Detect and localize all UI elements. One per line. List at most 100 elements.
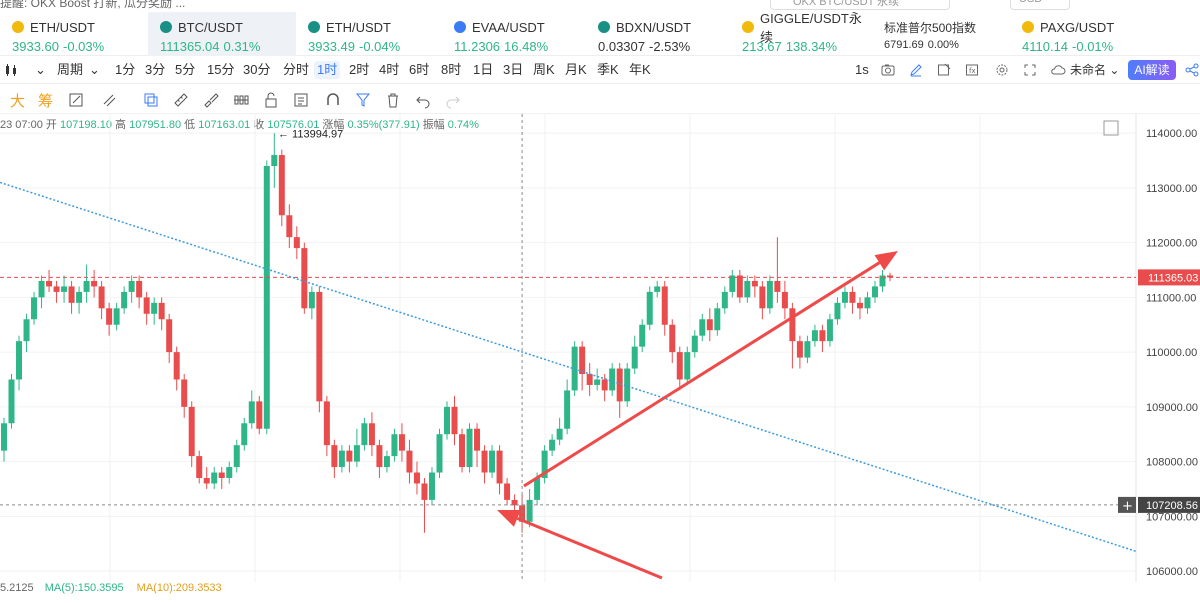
cloud-icon[interactable]	[1050, 62, 1066, 78]
crosshair-add-button[interactable]	[1118, 496, 1136, 513]
period-select[interactable]: 周期	[57, 62, 84, 77]
candle-body	[496, 450, 503, 484]
ticker-change: -0.03%	[63, 39, 105, 54]
collapse-icon[interactable]	[100, 91, 118, 109]
ticker-tab-6[interactable]: 标准普尔500指数 6791.69 0.00%	[872, 12, 1010, 56]
coin-icon	[598, 21, 610, 33]
candle-body	[526, 499, 533, 522]
lock-icon[interactable]	[262, 91, 280, 109]
timeframe-12[interactable]: 3日	[503, 62, 524, 77]
layout-name-select[interactable]: 未命名 ⌄	[1070, 63, 1120, 77]
fullscreen-icon[interactable]	[1022, 62, 1038, 78]
candle-body	[504, 483, 511, 500]
magnet-icon[interactable]	[324, 91, 342, 109]
candle-body	[699, 319, 706, 336]
layers-icon[interactable]	[142, 91, 160, 109]
ai-analysis-button[interactable]: AI解读	[1128, 60, 1176, 80]
trendline[interactable]	[0, 181, 1137, 553]
ticker-tab-1[interactable]: BTC/USDT 111365.04 0.31%	[148, 12, 296, 56]
candle-body	[774, 280, 781, 292]
timeframe-15[interactable]: 季K	[597, 62, 619, 77]
candle-body	[218, 472, 225, 478]
ticker-tab-2[interactable]: ETH/USDT 3933.49 -0.04%	[296, 12, 442, 56]
timeframe-9[interactable]: 6时	[409, 62, 430, 77]
filter-icon[interactable]	[354, 91, 372, 109]
candle-body	[631, 346, 638, 369]
chevron-down-icon[interactable]: ⌄	[89, 62, 100, 77]
chevron-down-icon[interactable]: ⌄	[35, 62, 46, 77]
camera-icon[interactable]	[880, 62, 896, 78]
candle-body	[887, 275, 893, 278]
candle-body	[811, 330, 818, 342]
timeframe-11[interactable]: 1日	[473, 62, 494, 77]
candle-body	[196, 456, 203, 478]
timeframe-13[interactable]: 周K	[533, 62, 555, 77]
timeframe-16[interactable]: 年K	[629, 62, 651, 77]
refresh-interval[interactable]: 1s	[855, 62, 869, 77]
currency-select[interactable]: USD	[1010, 0, 1070, 10]
candle-body	[466, 428, 473, 468]
open-label: 开	[45, 119, 57, 131]
edit-pen-icon[interactable]	[908, 62, 924, 78]
price-tick-label: 111000.00	[1146, 292, 1196, 304]
redo-icon[interactable]	[444, 91, 462, 109]
text-note-icon[interactable]	[292, 91, 310, 109]
ticker-symbol: BDXN/USDT	[598, 18, 730, 36]
candle-body	[451, 406, 458, 435]
candle-body	[541, 450, 548, 478]
ticker-tab-5[interactable]: GIGGLE/USDT永续 213.67 138.34%	[730, 11, 872, 56]
timeframe-1[interactable]: 3分	[145, 62, 166, 77]
candle-body	[173, 352, 180, 380]
candle-body	[316, 291, 323, 402]
pattern-icon[interactable]	[232, 91, 250, 109]
timeframe-3[interactable]: 15分	[207, 62, 235, 77]
big-order-button[interactable]: 大	[10, 93, 26, 110]
price-tick-label: 112000.00	[1146, 238, 1197, 250]
timeframe-14[interactable]: 月K	[565, 62, 587, 77]
search-input[interactable]: OKX BTC/USDT 永续	[770, 0, 950, 10]
note-icon[interactable]	[936, 62, 952, 78]
timeframe-7[interactable]: 2时	[349, 62, 370, 77]
candle-body	[428, 472, 435, 500]
candle-body	[211, 472, 218, 484]
share-icon[interactable]	[1184, 62, 1200, 78]
brush-icon[interactable]	[202, 91, 220, 109]
candle-body	[293, 237, 300, 249]
indicator-icon[interactable]: fx	[964, 62, 980, 78]
trash-icon[interactable]	[384, 91, 402, 109]
ruler-icon[interactable]	[172, 91, 190, 109]
timeframe-10[interactable]: 8时	[441, 62, 462, 77]
ticker-tab-3[interactable]: EVAA/USDT 11.2306 16.48%	[442, 12, 586, 56]
ticker-symbol: ETH/USDT	[12, 18, 148, 36]
ticker-tab-0[interactable]: ETH/USDT 3933.60 -0.03%	[0, 12, 148, 56]
candle-body	[646, 291, 653, 325]
timeframe-6[interactable]: 1时	[314, 61, 341, 79]
compare-icon[interactable]	[68, 91, 86, 109]
drawing-toolbar: 大 筹	[0, 84, 1200, 114]
expand-icon[interactable]	[1103, 120, 1119, 136]
timeframe-5[interactable]: 分时	[283, 62, 310, 77]
timeframe-0[interactable]: 1分	[115, 62, 136, 77]
candle-body	[136, 280, 143, 298]
timeframe-8[interactable]: 4时	[379, 62, 400, 77]
candle-body	[729, 275, 736, 292]
candle-body	[759, 286, 766, 309]
candle-body	[511, 499, 518, 506]
candle-body	[841, 291, 848, 303]
ticker-tab-4[interactable]: BDXN/USDT 0.03307 -2.53%	[586, 12, 730, 56]
price-tick-label: 107000.00	[1146, 511, 1198, 523]
timeframe-4[interactable]: 30分	[243, 62, 271, 77]
ticker-symbol: BTC/USDT	[160, 18, 296, 36]
open-value: 107198.10	[59, 119, 112, 131]
undo-icon[interactable]	[414, 91, 432, 109]
candle-body	[706, 319, 713, 331]
candle-body	[421, 483, 428, 500]
timeframe-2[interactable]: 5分	[175, 62, 196, 77]
candlestick-type-icon[interactable]	[4, 62, 20, 78]
ticker-tab-7[interactable]: PAXG/USDT 4110.14 -0.01%	[1010, 12, 1200, 56]
support-arrow-head	[497, 510, 521, 527]
price-chart[interactable]: 114000.00 113000.00 112000.00 111000.00 1100…	[0, 114, 1200, 582]
chip-distribution-button[interactable]: 筹	[38, 93, 54, 110]
settings-gear-icon[interactable]	[994, 62, 1010, 78]
candle-body	[376, 445, 383, 468]
